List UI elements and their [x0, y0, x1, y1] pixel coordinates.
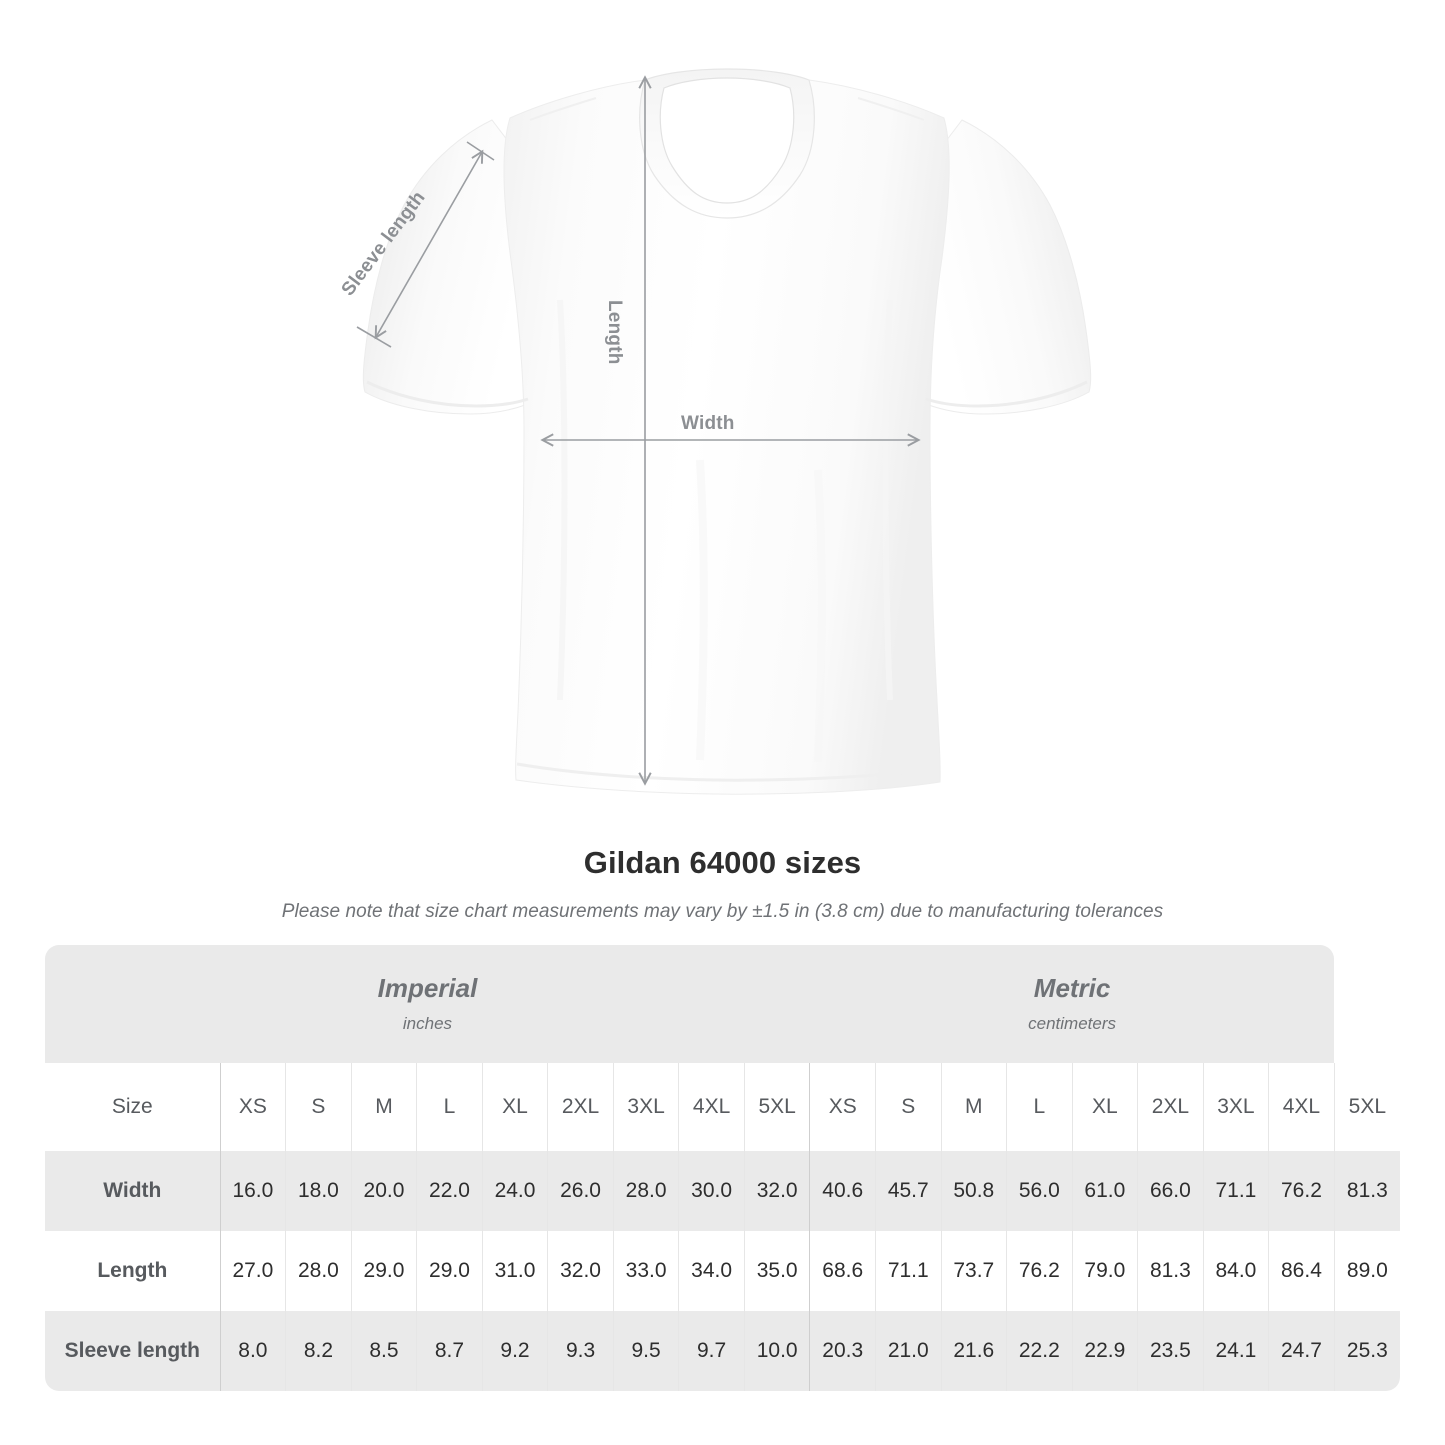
row-label-width: Width [45, 1151, 221, 1231]
cell-sleeve-metric-m: 21.6 [941, 1311, 1008, 1391]
unit-group-metric-name: Metric [1033, 973, 1111, 1004]
cell-length-imperial-xl: 31.0 [482, 1231, 549, 1311]
column-header-metric-2xl: 2XL [1137, 1063, 1204, 1151]
tolerance-note: Please note that size chart measurements… [281, 901, 1164, 922]
row-label-sleeve-length: Sleeve length [45, 1311, 221, 1391]
chart-heading: Gildan 64000 sizes Please note that size… [0, 845, 1445, 923]
cell-length-metric-xl: 79.0 [1072, 1231, 1139, 1311]
size-header-row: Size XS S M L XL 2XL 3XL 4XL 5XL XS S M … [45, 1063, 1400, 1151]
cell-width-imperial-m: 20.0 [351, 1151, 418, 1231]
cell-width-metric-s: 45.7 [875, 1151, 942, 1231]
column-header-imperial-s: S [285, 1063, 352, 1151]
unit-group-imperial-sub: inches [402, 1014, 453, 1034]
cell-sleeve-metric-2xl: 23.5 [1137, 1311, 1204, 1391]
cell-length-metric-s: 71.1 [875, 1231, 942, 1311]
cell-width-metric-l: 56.0 [1006, 1151, 1073, 1231]
cell-length-imperial-m: 29.0 [351, 1231, 418, 1311]
cell-sleeve-metric-l: 22.2 [1006, 1311, 1073, 1391]
cell-width-imperial-xl: 24.0 [482, 1151, 549, 1231]
cell-width-imperial-4xl: 30.0 [678, 1151, 745, 1231]
table-row: Sleeve length 8.0 8.2 8.5 8.7 9.2 9.3 9.… [45, 1311, 1400, 1391]
cell-sleeve-metric-4xl: 24.7 [1268, 1311, 1335, 1391]
column-header-metric-3xl: 3XL [1203, 1063, 1270, 1151]
width-label: Width [681, 413, 735, 434]
unit-group-imperial: Imperial inches [45, 945, 810, 1063]
cell-length-metric-4xl: 86.4 [1268, 1231, 1335, 1311]
column-header-imperial-2xl: 2XL [547, 1063, 614, 1151]
cell-width-metric-xs: 40.6 [809, 1151, 876, 1231]
cell-length-metric-3xl: 84.0 [1203, 1231, 1270, 1311]
table-row: Length 27.0 28.0 29.0 29.0 31.0 32.0 33.… [45, 1231, 1400, 1311]
cell-sleeve-metric-5xl: 25.3 [1334, 1311, 1400, 1391]
cell-sleeve-metric-s: 21.0 [875, 1311, 942, 1391]
column-header-size: Size [45, 1063, 221, 1151]
cell-width-metric-3xl: 71.1 [1203, 1151, 1270, 1231]
cell-width-metric-m: 50.8 [941, 1151, 1008, 1231]
table-row: Width 16.0 18.0 20.0 22.0 24.0 26.0 28.0… [45, 1151, 1400, 1231]
cell-width-metric-5xl: 81.3 [1334, 1151, 1400, 1231]
cell-width-imperial-3xl: 28.0 [613, 1151, 680, 1231]
cell-length-metric-l: 76.2 [1006, 1231, 1073, 1311]
cell-length-imperial-4xl: 34.0 [678, 1231, 745, 1311]
cell-sleeve-metric-xl: 22.9 [1072, 1311, 1139, 1391]
cell-sleeve-imperial-3xl: 9.5 [613, 1311, 680, 1391]
cell-width-imperial-s: 18.0 [285, 1151, 352, 1231]
column-header-imperial-m: M [351, 1063, 418, 1151]
column-header-metric-l: L [1006, 1063, 1073, 1151]
size-table: Imperial inches Metric centimeters Size [45, 945, 1400, 1391]
column-header-metric-5xl: 5XL [1334, 1063, 1400, 1151]
unit-banner-row: Imperial inches Metric centimeters [45, 945, 1400, 1063]
unit-group-metric: Metric centimeters [809, 945, 1335, 1063]
shirt-collar-opening [659, 77, 795, 204]
cell-length-metric-xs: 68.6 [809, 1231, 876, 1311]
cell-width-metric-xl: 61.0 [1072, 1151, 1139, 1231]
cell-sleeve-imperial-l: 8.7 [416, 1311, 483, 1391]
cell-sleeve-imperial-m: 8.5 [351, 1311, 418, 1391]
cell-sleeve-imperial-xl: 9.2 [482, 1311, 549, 1391]
cell-width-metric-4xl: 76.2 [1268, 1151, 1335, 1231]
cell-length-imperial-3xl: 33.0 [613, 1231, 680, 1311]
cell-length-metric-m: 73.7 [941, 1231, 1008, 1311]
cell-sleeve-imperial-xs: 8.0 [220, 1311, 287, 1391]
cell-length-metric-2xl: 81.3 [1137, 1231, 1204, 1311]
column-header-metric-xl: XL [1072, 1063, 1139, 1151]
cell-length-imperial-l: 29.0 [416, 1231, 483, 1311]
size-table-container: Imperial inches Metric centimeters Size [45, 945, 1400, 1391]
length-label: Length [604, 300, 625, 365]
cell-sleeve-imperial-5xl: 10.0 [744, 1311, 811, 1391]
tshirt-diagram: Sleeve length Length Width [338, 68, 1092, 795]
column-header-metric-4xl: 4XL [1268, 1063, 1335, 1151]
cell-sleeve-imperial-4xl: 9.7 [678, 1311, 745, 1391]
cell-sleeve-metric-3xl: 24.1 [1203, 1311, 1270, 1391]
cell-width-imperial-2xl: 26.0 [547, 1151, 614, 1231]
column-header-metric-s: S [875, 1063, 942, 1151]
sleeve-length-arrow [374, 149, 484, 340]
cell-length-imperial-2xl: 32.0 [547, 1231, 614, 1311]
row-label-length: Length [45, 1231, 221, 1311]
column-header-imperial-5xl: 5XL [744, 1063, 811, 1151]
cell-width-metric-2xl: 66.0 [1137, 1151, 1204, 1231]
column-header-imperial-l: L [416, 1063, 483, 1151]
cell-width-imperial-l: 22.0 [416, 1151, 483, 1231]
column-header-metric-xs: XS [809, 1063, 876, 1151]
column-header-imperial-xl: XL [482, 1063, 549, 1151]
column-header-imperial-xs: XS [220, 1063, 287, 1151]
column-header-imperial-3xl: 3XL [613, 1063, 680, 1151]
cell-length-imperial-s: 28.0 [285, 1231, 352, 1311]
cell-sleeve-imperial-2xl: 9.3 [547, 1311, 614, 1391]
column-header-imperial-4xl: 4XL [678, 1063, 745, 1151]
cell-length-imperial-5xl: 35.0 [744, 1231, 811, 1311]
cell-length-metric-5xl: 89.0 [1334, 1231, 1400, 1311]
cell-length-imperial-xs: 27.0 [220, 1231, 287, 1311]
cell-sleeve-metric-xs: 20.3 [809, 1311, 876, 1391]
column-header-metric-m: M [941, 1063, 1008, 1151]
unit-group-metric-sub: centimeters [1028, 1014, 1117, 1034]
page-title: Gildan 64000 sizes [583, 845, 862, 880]
unit-group-imperial-name: Imperial [377, 973, 478, 1004]
cell-sleeve-imperial-s: 8.2 [285, 1311, 352, 1391]
cell-width-imperial-5xl: 32.0 [744, 1151, 811, 1231]
cell-width-imperial-xs: 16.0 [220, 1151, 287, 1231]
tshirt-illustration-svg [356, 68, 1092, 795]
